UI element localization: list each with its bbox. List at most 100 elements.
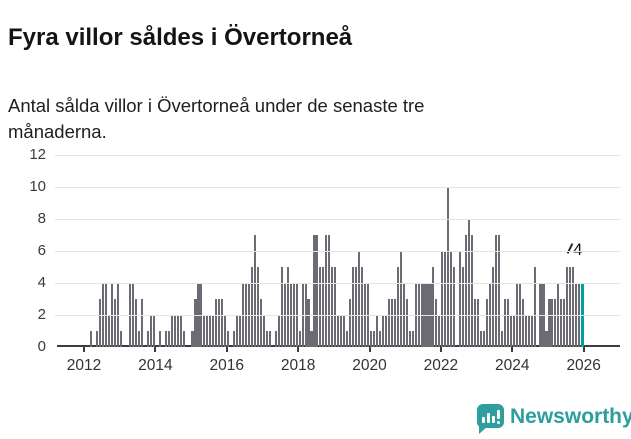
x-axis-tick: [368, 347, 371, 352]
y-axis-tick-label: 10: [29, 178, 46, 195]
gridline-y-8: [55, 218, 620, 220]
bar: [432, 267, 435, 347]
bar: [265, 331, 268, 347]
bar: [346, 331, 349, 347]
bar: [319, 267, 322, 347]
x-axis-tick-label: 2024: [495, 357, 530, 374]
bar: [545, 331, 548, 347]
bar: [390, 299, 393, 347]
bar: [462, 267, 465, 347]
y-axis-tick-label: 0: [37, 338, 46, 355]
bar: [438, 315, 441, 347]
bar: [322, 267, 325, 347]
y-axis-tick-label: 8: [37, 210, 46, 227]
x-axis-tick: [297, 347, 300, 352]
bar: [328, 235, 331, 347]
bar: [491, 267, 494, 347]
bar: [521, 299, 524, 347]
bar: [173, 315, 176, 347]
x-axis-tick: [511, 347, 514, 352]
x-axis-tick: [225, 347, 228, 352]
bar: [146, 331, 149, 347]
bar: [286, 267, 289, 347]
bar: [239, 315, 242, 347]
bar: [512, 315, 515, 347]
newsworthy-logo: Newsworthy: [477, 403, 631, 435]
bar: [444, 251, 447, 347]
bar: [506, 299, 509, 347]
y-axis-tick-label: 4: [37, 274, 46, 291]
y-axis-tick-label: 6: [37, 242, 46, 259]
bar: [548, 299, 551, 347]
bar: [313, 235, 316, 347]
x-axis-tick-label: 2014: [138, 357, 173, 374]
bar: [405, 299, 408, 347]
bar: [509, 315, 512, 347]
gridline-y-6: [55, 250, 620, 252]
bar: [358, 251, 361, 347]
bar: [331, 267, 334, 347]
bar: [310, 331, 313, 347]
bar: [527, 315, 530, 347]
bar: [566, 267, 569, 347]
bar: [530, 315, 533, 347]
bar: [482, 331, 486, 347]
bar: [399, 251, 402, 347]
logo-mini-bar-icon: [482, 417, 485, 423]
bar: [233, 331, 236, 347]
bar: [99, 299, 102, 347]
x-axis-tick-label: 2012: [66, 357, 102, 374]
bar: [447, 187, 450, 347]
newsworthy-logo-text: Newsworthy: [510, 405, 631, 428]
bar: [340, 315, 343, 347]
page-title: Fyra villor såldes i Övertorneå: [8, 24, 353, 52]
bar: [503, 299, 506, 347]
newsworthy-logo-tail: [479, 426, 488, 434]
bar: [337, 315, 340, 347]
bar: [194, 299, 197, 347]
bar: [343, 315, 346, 347]
bar: [479, 331, 483, 347]
bar: [262, 315, 265, 347]
bar: [206, 315, 209, 347]
x-axis-tick: [439, 347, 442, 352]
chart-subtitle: Antal sålda villor i Övertorneå under de…: [8, 94, 425, 142]
bar: [453, 267, 456, 347]
bar: [497, 235, 500, 347]
logo-mini-bar-icon: [487, 413, 490, 423]
bar: [349, 299, 352, 347]
bar: [96, 331, 99, 347]
bar: [474, 299, 477, 347]
bar: [334, 267, 337, 347]
bar: [298, 331, 301, 347]
logo-exclamation-icon: [497, 421, 500, 424]
bar: [477, 299, 480, 347]
x-axis-tick-label: 2016: [209, 357, 244, 374]
bar: [209, 315, 212, 347]
logo-exclamation-icon: [497, 410, 500, 419]
bar: [140, 299, 143, 347]
x-axis-tick-label: 2022: [423, 357, 459, 374]
bar: [411, 331, 414, 347]
gridline-y-12: [55, 154, 620, 156]
gridline-y-10: [55, 186, 620, 188]
bar: [191, 331, 194, 347]
bar: [253, 235, 257, 347]
bar: [355, 267, 358, 347]
bar: [268, 331, 271, 347]
bar: [120, 331, 123, 347]
bar: [554, 299, 557, 347]
bar: [149, 315, 152, 347]
bar: [134, 299, 138, 347]
bar: [256, 267, 259, 347]
bar: [494, 235, 497, 347]
bar: [572, 267, 575, 347]
bar: [218, 299, 221, 347]
bar: [158, 331, 161, 347]
x-axis-tick: [83, 347, 85, 352]
bar: [90, 331, 93, 347]
bar: [224, 315, 227, 347]
bar: [182, 331, 185, 347]
bar: [500, 331, 503, 347]
